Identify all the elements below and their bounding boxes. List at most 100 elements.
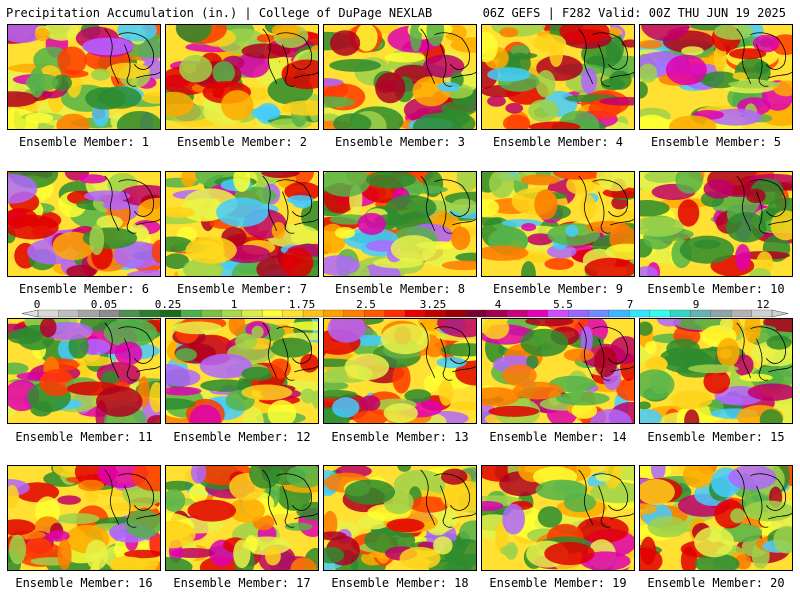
colorbar-swatch [547,309,569,318]
colorbar-swatch [200,309,223,318]
colorbar-swatch [466,309,488,318]
ensemble-member-label: Ensemble Member: 3 [334,135,466,149]
ensemble-member-label: Ensemble Member: 13 [331,430,469,444]
ensemble-member-panel [165,465,319,571]
ensemble-member-label: Ensemble Member: 19 [489,576,627,590]
precip-field-map [482,25,634,129]
ensemble-member-label: Ensemble Member: 4 [492,135,624,149]
ensemble-member-panel [481,24,635,130]
colorbar-swatch [588,309,610,318]
ensemble-member-label: Ensemble Member: 16 [15,576,153,590]
precip-field-map [324,172,476,276]
ensemble-member-label: Ensemble Member: 12 [173,430,311,444]
colorbar-swatch [282,309,304,318]
precip-field-map [640,172,792,276]
great-lakes-outline [262,28,318,87]
great-lakes-outline [736,175,792,234]
colorbar-swatch [37,309,59,318]
colorbar-min-arrow [21,309,39,318]
ensemble-member-label: Ensemble Member: 7 [176,282,308,296]
colorbar-swatch [364,309,386,318]
colorbar-swatch [404,309,426,318]
colorbar-tick-label: 12 [756,298,770,311]
ensemble-member-panel [481,318,635,424]
ensemble-member-label: Ensemble Member: 10 [647,282,785,296]
colorbar-swatch [384,309,406,318]
ensemble-member-label: Ensemble Member: 8 [334,282,466,296]
ensemble-member-label: Ensemble Member: 2 [176,135,308,149]
colorbar-swatch [58,309,80,318]
ensemble-member-panel [7,24,161,130]
colorbar-swatch [221,309,243,318]
great-lakes-outline [262,322,318,381]
colorbar [21,309,789,318]
precip-field-map [482,466,634,570]
great-lakes-outline [420,28,476,87]
precip-field-map [8,466,160,570]
precip-field-map [166,172,318,276]
ensemble-member-panel [7,171,161,277]
ensemble-member-panel [639,318,793,424]
precip-field-map [166,319,318,423]
great-lakes-outline [736,322,792,381]
ensemble-member-panel [323,318,477,424]
precip-field-map [640,25,792,129]
colorbar-tick-label: 5.5 [553,298,573,311]
colorbar-swatch [445,309,467,318]
ensemble-member-panel [639,24,793,130]
ensemble-member-label: Ensemble Member: 14 [489,430,627,444]
ensemble-member-panel [481,171,635,277]
ensemble-member-label: Ensemble Member: 6 [18,282,150,296]
colorbar-swatch [506,309,528,318]
colorbar-swatch [343,309,365,318]
ensemble-member-panel [7,465,161,571]
precip-field-map [324,466,476,570]
colorbar-swatch [139,309,161,318]
great-lakes-outline [578,175,634,234]
great-lakes-outline [262,175,318,234]
ensemble-member-panel [323,24,477,130]
precip-field-map [640,466,792,570]
precip-field-map [8,25,160,129]
ensemble-member-panel [323,171,477,277]
precip-field-map [482,172,634,276]
colorbar-tick-label: 1.75 [288,298,316,311]
map-title: Precipitation Accumulation (in.) | Colle… [6,6,433,20]
colorbar-swatch [160,309,182,318]
colorbar-swatch [302,309,324,318]
great-lakes-outline [736,28,792,87]
colorbar-tick-label: 1 [230,298,238,311]
colorbar-swatch [262,309,284,318]
ensemble-member-panel [7,318,161,424]
great-lakes-outline [104,28,160,87]
precip-field-map [482,319,634,423]
precip-field-map [166,466,318,570]
colorbar-swatch [99,309,121,318]
ensemble-member-panel [639,465,793,571]
colorbar-swatch [486,309,508,318]
colorbar-swatch [527,309,549,318]
colorbar-swatch [690,309,712,318]
colorbar-tick-label: 9 [692,298,700,311]
colorbar-swatch [608,309,630,318]
precip-field-map [324,319,476,423]
ensemble-member-panel [165,24,319,130]
precip-field-map [324,25,476,129]
colorbar-swatch [731,309,753,318]
run-info: 06Z GEFS | F282 Valid: 00Z THU JUN 19 20… [482,6,786,20]
great-lakes-outline [420,469,476,528]
colorbar-max-arrow [771,309,789,318]
colorbar-swatch [180,309,202,318]
great-lakes-outline [104,175,160,234]
great-lakes-outline [104,469,160,528]
colorbar-tick-label: 4 [494,298,502,311]
great-lakes-outline [578,322,634,381]
great-lakes-outline [736,469,792,528]
ensemble-member-label: Ensemble Member: 9 [492,282,624,296]
colorbar-swatch [649,309,671,318]
ensemble-member-label: Ensemble Member: 18 [331,576,469,590]
colorbar-swatch [751,309,773,318]
precip-field-map [8,172,160,276]
precip-field-map [8,319,160,423]
colorbar-tick-label: 0 [33,298,41,311]
